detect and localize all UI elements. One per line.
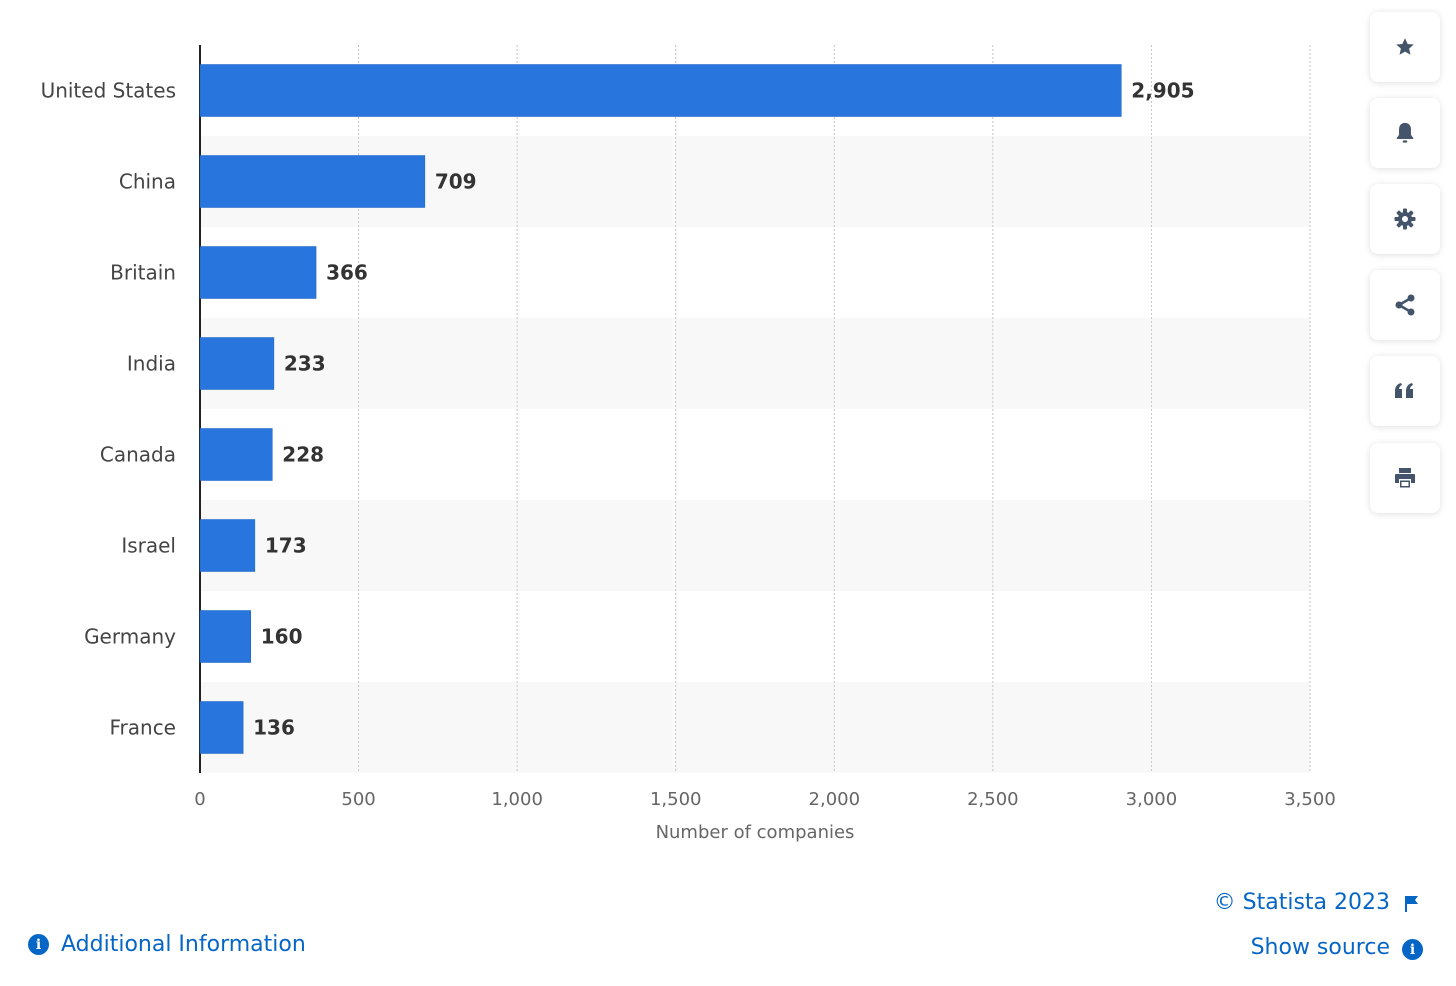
notification-button[interactable] <box>1370 98 1440 168</box>
cite-button[interactable] <box>1370 356 1440 426</box>
x-tick-label: 3,000 <box>1126 789 1178 810</box>
gear-icon <box>1394 208 1416 230</box>
row-band <box>200 318 1310 409</box>
x-tick-label: 2,500 <box>967 789 1019 810</box>
bar <box>199 610 251 663</box>
value-label: 228 <box>282 443 324 467</box>
x-tick-label: 1,000 <box>491 789 543 810</box>
bar <box>199 64 1122 117</box>
value-label: 173 <box>265 534 307 558</box>
bar <box>199 701 244 754</box>
value-label: 366 <box>326 261 368 285</box>
flag-icon[interactable] <box>1404 895 1420 913</box>
x-tick-labels: 0 500 1,000 1,500 2,000 2,500 3,000 3,500 <box>194 789 1335 810</box>
row-band <box>200 682 1310 773</box>
bars <box>199 64 1122 754</box>
settings-button[interactable] <box>1370 184 1440 254</box>
value-label: 2,905 <box>1131 79 1194 103</box>
x-tick-label: 500 <box>341 789 375 810</box>
bar <box>199 155 426 208</box>
category-label: Germany <box>84 625 176 649</box>
print-button[interactable] <box>1370 443 1440 513</box>
x-tick-label: 1,500 <box>650 789 702 810</box>
row-band <box>200 500 1310 591</box>
copyright-text: © Statista 2023 <box>1213 890 1390 915</box>
row-bands <box>200 136 1310 773</box>
x-tick-label: 3,500 <box>1284 789 1336 810</box>
share-button[interactable] <box>1370 270 1440 340</box>
value-label: 709 <box>435 170 477 194</box>
bar-chart: United States China Britain India Canada Isra… <box>41 45 1336 843</box>
category-label: United States <box>41 79 176 103</box>
share-icon <box>1395 294 1415 316</box>
info-icon: i <box>28 934 49 955</box>
additional-information-link[interactable]: i Additional Information <box>28 932 306 957</box>
category-label: Israel <box>121 534 176 558</box>
x-axis-title: Number of companies <box>656 822 855 843</box>
bar <box>199 337 275 390</box>
show-source-link[interactable]: Show source <box>1251 935 1390 960</box>
x-tick-label: 2,000 <box>809 789 861 810</box>
bar <box>199 519 256 572</box>
category-label: Britain <box>110 261 176 285</box>
copyright-link[interactable]: © Statista 2023 <box>1214 890 1390 915</box>
bell-icon <box>1396 122 1414 143</box>
info-icon[interactable]: i <box>1402 939 1423 960</box>
value-label: 233 <box>284 352 326 376</box>
bar <box>199 246 317 299</box>
category-label: India <box>127 352 176 376</box>
quote-icon <box>1395 383 1413 398</box>
category-label: China <box>119 170 176 194</box>
star-icon <box>1396 38 1414 55</box>
value-label: 136 <box>253 716 295 740</box>
value-labels: 2,905 709 366 233 228 173 160 136 <box>253 79 1194 740</box>
category-label: France <box>109 716 176 740</box>
value-label: 160 <box>261 625 303 649</box>
category-label: Canada <box>100 443 176 467</box>
show-source-label: Show source <box>1250 935 1390 960</box>
category-labels: United States China Britain India Canada Isra… <box>41 79 177 740</box>
x-tick-label: 0 <box>194 789 205 810</box>
bar <box>199 428 273 481</box>
additional-information-label: Additional Information <box>61 932 306 957</box>
favorite-button[interactable] <box>1370 12 1440 82</box>
printer-icon <box>1395 468 1415 488</box>
